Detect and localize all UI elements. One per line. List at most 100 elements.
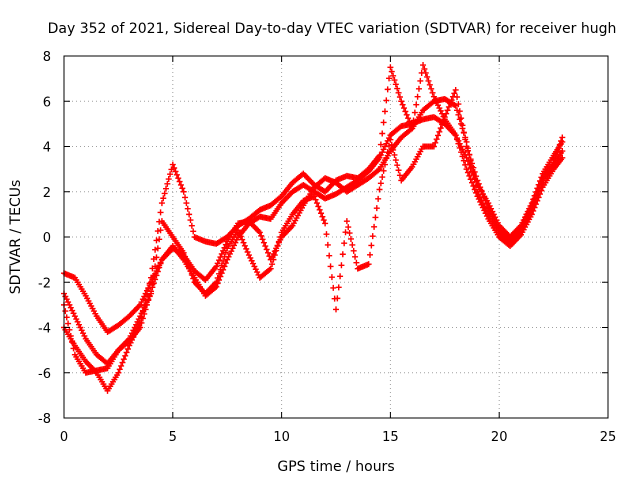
data-point	[150, 272, 157, 279]
data-point	[217, 266, 224, 273]
data-point	[474, 177, 481, 184]
data-point	[558, 138, 565, 145]
data-point	[436, 128, 443, 135]
data-point	[473, 173, 480, 180]
data-point	[240, 239, 247, 246]
data-point	[335, 284, 342, 291]
data-point	[365, 261, 372, 268]
data-point	[425, 77, 432, 84]
data-point	[120, 356, 127, 363]
data-point	[530, 198, 537, 205]
data-point	[274, 243, 281, 250]
data-point	[459, 153, 466, 160]
y-tick-label: 4	[43, 141, 51, 156]
data-point	[559, 134, 566, 141]
chart-title: Day 352 of 2021, Sidereal Day-to-day VTE…	[48, 21, 617, 37]
y-tick-label: -4	[38, 322, 51, 337]
y-tick-label: 2	[43, 186, 51, 201]
data-point	[213, 279, 220, 286]
data-point	[462, 136, 469, 143]
data-point	[396, 172, 403, 179]
data-point	[391, 77, 398, 84]
data-point	[551, 155, 558, 162]
data-point	[350, 247, 357, 254]
data-point	[429, 89, 436, 96]
data-point	[258, 232, 265, 239]
data-point	[407, 122, 414, 129]
series-track-4	[61, 86, 566, 376]
data-point	[398, 98, 405, 105]
data-point	[481, 194, 488, 201]
data-point	[420, 62, 427, 69]
data-point	[327, 263, 334, 270]
data-point	[555, 145, 562, 152]
data-point	[422, 69, 429, 76]
data-point	[454, 136, 461, 143]
data-point	[456, 144, 463, 151]
data-point	[241, 242, 248, 249]
y-tick-label: -2	[38, 276, 51, 291]
data-point	[63, 314, 70, 321]
data-point	[392, 81, 399, 88]
data-point	[455, 140, 462, 147]
data-point	[375, 195, 382, 202]
data-point	[435, 132, 441, 139]
data-point	[372, 214, 379, 221]
data-point	[395, 167, 402, 174]
data-point	[330, 284, 337, 291]
data-point	[439, 121, 446, 128]
data-point	[154, 268, 161, 275]
series-track-3	[61, 62, 566, 394]
data-point	[406, 118, 413, 125]
x-tick-label: 0	[60, 430, 68, 445]
data-point	[187, 268, 194, 275]
data-point	[395, 89, 402, 96]
data-point	[390, 72, 397, 79]
data-point	[322, 220, 329, 227]
data-point	[379, 130, 386, 137]
data-point	[437, 125, 444, 132]
data-point	[173, 171, 180, 178]
data-point	[218, 262, 225, 269]
data-point	[467, 156, 474, 163]
data-point	[346, 230, 353, 237]
data-point	[119, 359, 126, 366]
data-point	[259, 236, 266, 243]
data-point	[220, 258, 227, 265]
data-point	[415, 85, 422, 92]
data-point	[323, 231, 330, 238]
data-point	[391, 151, 398, 158]
data-point	[161, 190, 168, 197]
data-point	[403, 111, 410, 118]
data-point	[387, 136, 394, 143]
data-point	[455, 111, 462, 118]
data-point	[384, 86, 391, 93]
data-point	[386, 75, 393, 82]
data-point	[410, 117, 417, 124]
data-point	[184, 260, 191, 267]
data-point	[463, 166, 470, 173]
data-point	[532, 192, 539, 199]
data-point	[538, 178, 545, 185]
data-point	[394, 162, 401, 169]
data-point	[169, 161, 176, 168]
data-point	[463, 154, 470, 161]
data-point	[214, 260, 221, 267]
data-point	[432, 139, 439, 146]
data-point	[339, 251, 346, 258]
data-point	[160, 195, 167, 202]
data-point	[270, 256, 277, 263]
data-points	[61, 62, 566, 394]
data-point	[483, 201, 490, 208]
data-point	[182, 253, 189, 260]
data-point	[377, 180, 384, 187]
data-point	[447, 100, 454, 107]
data-point	[328, 274, 335, 281]
data-point	[157, 209, 164, 216]
data-point	[149, 281, 156, 288]
x-axis-label: GPS time / hours	[277, 459, 394, 475]
data-point	[320, 217, 327, 224]
data-point	[454, 94, 461, 101]
data-point	[477, 184, 484, 191]
data-point	[67, 332, 74, 339]
